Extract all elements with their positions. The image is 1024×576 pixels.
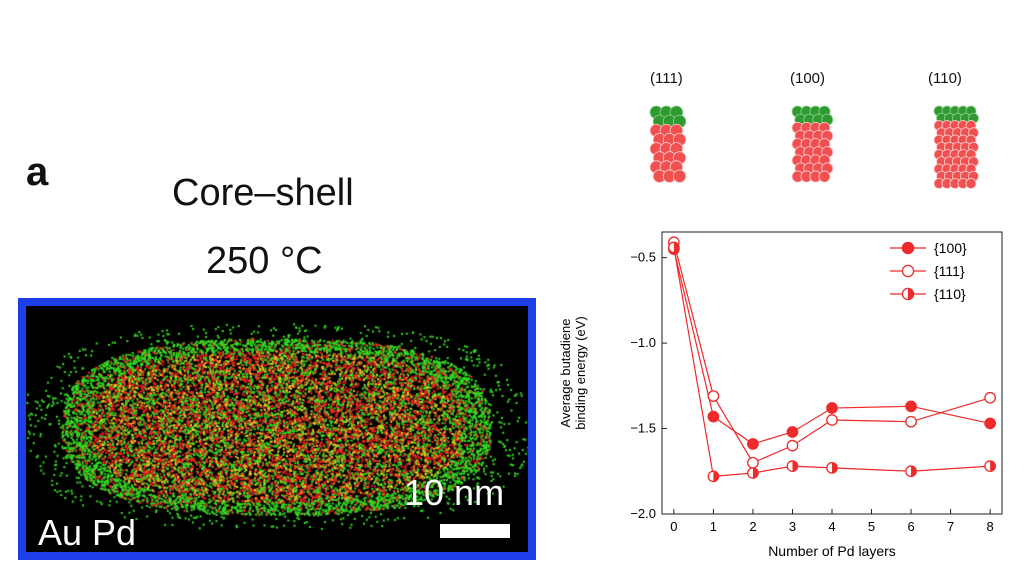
data-point-half-fill (752, 467, 759, 479)
data-point (707, 390, 720, 402)
data-point (826, 414, 838, 426)
data-point (984, 391, 996, 404)
binding-energy-chart: 0 1 2 3 4 5 6 7 8 −2.0 −1.5 −1.0 −0.5 Number of Pd la… (558, 231, 1003, 559)
data-point (905, 415, 917, 428)
scale-bar-label: 10 nm (404, 472, 505, 513)
data-point-half-fill (673, 242, 680, 253)
facet-label-110: (110) (928, 70, 962, 87)
data-point (747, 438, 759, 450)
x-tick-label: 7 (947, 519, 954, 534)
au-atom (818, 170, 831, 183)
eds-map-image (26, 306, 528, 552)
au-atom (965, 178, 977, 189)
panel-letter: a (26, 150, 49, 194)
data-point (826, 402, 838, 414)
y-tick-label: −1.5 (630, 421, 656, 436)
scale-bar (440, 524, 510, 538)
data-point-half-fill (908, 288, 914, 300)
x-tick-label: 5 (868, 519, 875, 534)
data-point-half-fill (792, 460, 798, 472)
y-tick-label: −0.5 (630, 250, 656, 265)
data-point-half-fill (832, 462, 838, 474)
eds-micrograph: 10 nm Au Pd (18, 298, 536, 560)
facet-label-100: (100) (790, 70, 826, 87)
x-axis-label: Number of Pd layers (768, 543, 896, 559)
data-point-half-fill (713, 471, 719, 482)
x-tick-label: 8 (987, 519, 994, 534)
data-point (786, 426, 799, 438)
panel-title: Core–shell (172, 172, 354, 214)
x-tick-label: 6 (907, 519, 914, 534)
series-line (673, 247, 991, 478)
data-point (901, 264, 915, 278)
data-point (984, 417, 996, 430)
x-tick-label: 3 (789, 519, 796, 534)
slab-model-110 (933, 105, 979, 189)
x-tick-label: 1 (710, 519, 717, 534)
x-tick-label: 0 (670, 519, 677, 534)
panel-subtitle: 250 °C (206, 240, 323, 282)
y-axis-label: binding energy (eV) (573, 316, 588, 429)
legend-label: {111} (934, 263, 965, 279)
data-point (786, 439, 799, 452)
y-axis-label: Average butadiene (558, 319, 573, 428)
data-point (905, 400, 917, 413)
legend-label: {100} (934, 240, 967, 256)
slab-model-111 (649, 105, 687, 183)
x-tick-label: 2 (749, 519, 756, 534)
facet-label-111: (111) (650, 70, 683, 87)
y-tick-label: −2.0 (630, 506, 656, 521)
au-atom (672, 169, 687, 183)
data-point (901, 241, 915, 255)
data-point-half-fill (911, 466, 917, 477)
slab-model-100 (791, 105, 834, 183)
data-point (707, 410, 720, 423)
x-tick-label: 4 (828, 519, 835, 534)
data-point-half-fill (990, 460, 996, 472)
element-legend: Au Pd (38, 512, 137, 553)
data-point (747, 456, 759, 469)
legend-label: {110} (934, 286, 966, 302)
y-tick-label: −1.0 (630, 335, 656, 350)
